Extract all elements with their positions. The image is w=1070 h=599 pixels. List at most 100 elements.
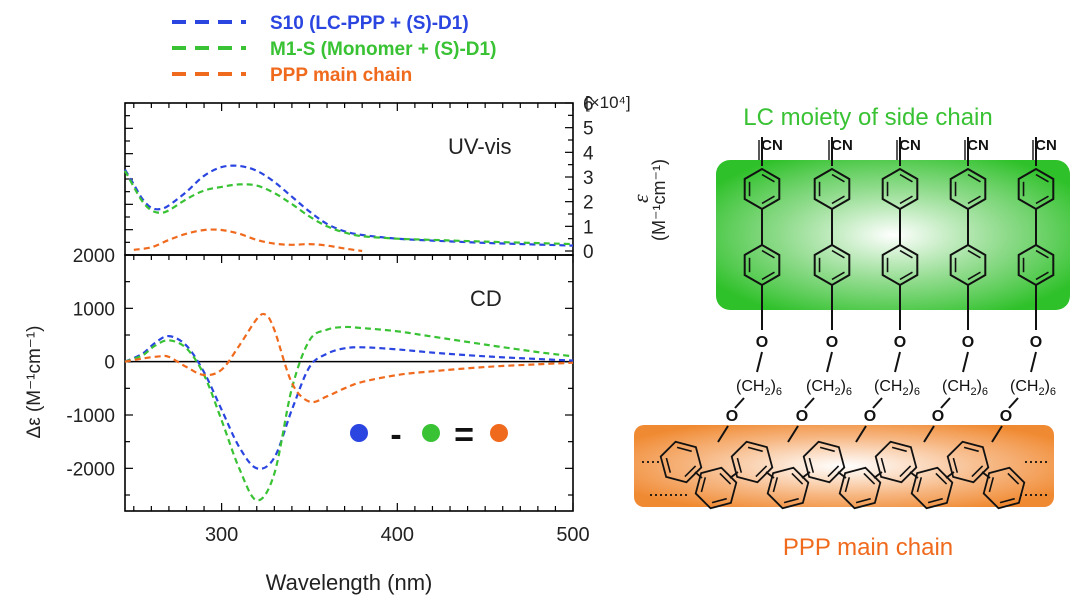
uvvis-panel-label: UV-vis: [448, 134, 512, 159]
ether-bond: [962, 351, 969, 373]
oxygen-label: O: [756, 334, 768, 351]
uvvis-ylabel-symbol: ε: [628, 194, 653, 203]
ring-double-bond: [1035, 249, 1049, 259]
ring-double-bond: [899, 249, 913, 259]
phenylene-ring: [946, 440, 990, 484]
cd-y-tick-label: 0: [104, 353, 115, 374]
cn-label: CN: [899, 137, 921, 154]
cd-x-tick-label: 400: [381, 524, 414, 546]
ring-double-bond: [967, 195, 981, 205]
cd-y-tick-label: -1000: [66, 406, 115, 427]
cd-y-tick-labels: 2000 1000 0 -1000 -2000: [66, 246, 115, 480]
uvvis-series-1: [124, 170, 574, 246]
backbone-link: [923, 425, 935, 443]
ring-double-bond: [899, 173, 913, 183]
ring-double-bond: [935, 472, 948, 485]
uvvis-right-tick-label: 3: [583, 168, 594, 189]
cn-label: CN: [1035, 137, 1057, 154]
ring-double-bond: [676, 446, 692, 453]
cd-series-0: [124, 334, 574, 470]
uvvis-series-2: [133, 228, 363, 253]
cd-frame: [124, 254, 574, 512]
ring-double-bond: [899, 271, 913, 281]
spacer-bond: [804, 397, 815, 409]
ring-double-bond: [967, 271, 981, 281]
spacer-label: (CH2)6: [1010, 378, 1056, 398]
spacer-bond: [1008, 397, 1019, 409]
legend-label-0: S10 (LC-PPP + (S)-D1): [270, 13, 469, 34]
uvvis-right-tick-label: 0: [583, 242, 594, 263]
backbone-ring: [982, 466, 1026, 510]
ring-double-bond: [1007, 472, 1020, 485]
ring-double-bond: [952, 457, 959, 473]
ether-bond: [894, 351, 901, 373]
ring-double-bond: [831, 173, 845, 183]
cn-label: CN: [967, 137, 989, 154]
backbone-ring: [838, 466, 882, 510]
ring-double-bond: [967, 249, 981, 259]
cd-series-2: [124, 312, 574, 404]
cd-curves: [124, 312, 574, 502]
ring-double-bond: [891, 446, 907, 453]
ring-double-bond: [700, 477, 707, 493]
ring-double-bond: [899, 195, 913, 205]
backbone-ring: [910, 466, 954, 510]
ring-double-bond: [927, 497, 943, 504]
uvvis-series-0: [124, 164, 574, 247]
backbone-ring: [802, 440, 846, 484]
phenylene-ring: [838, 466, 882, 510]
cd-x-tick-label: 300: [205, 524, 238, 546]
backbone-link: [717, 425, 729, 443]
backbone-ring: [946, 440, 990, 484]
legend: S10 (LC-PPP + (S)-D1) M1-S (Monomer + (S)…: [172, 13, 496, 86]
backbone-ring: [874, 440, 918, 484]
ring-double-bond: [827, 465, 840, 478]
backbone-ring: [694, 466, 738, 510]
equation-blue-dot: [350, 424, 368, 442]
ring-double-bond: [684, 465, 697, 478]
backbone-link: [855, 425, 867, 443]
oxygen-label: O: [932, 408, 944, 425]
ring-double-bond: [772, 477, 779, 493]
equation: - =: [350, 416, 508, 454]
ring-double-bond: [719, 472, 732, 485]
ring-double-bond: [1035, 173, 1049, 183]
backbone-ring: [730, 440, 774, 484]
ring-double-bond: [831, 271, 845, 281]
uvvis-right-tick-labels: 0 1 2 3 4 5 6: [583, 94, 594, 263]
cn-label: CN: [761, 137, 783, 154]
uvvis-ylabel-unit: (M⁻¹cm⁻¹): [649, 159, 669, 241]
cd-y-tick-label: 2000: [73, 246, 115, 267]
phenylene-ring: [766, 466, 810, 510]
backbone-ring: [659, 440, 703, 484]
cd-y-tick-label: 1000: [73, 299, 115, 320]
side-chain-0: CN O (CH2)6 O: [717, 137, 783, 443]
cd-panel: CD 2000 1000 0 -1000 -2000 300 400 500 Δε (M⁻¹…: [24, 246, 590, 595]
cd-ticks: [125, 254, 574, 511]
spacer-bond: [872, 397, 883, 409]
backbone-link: [991, 425, 1003, 443]
ring-double-bond: [808, 457, 815, 473]
phenylene-ring: [982, 466, 1026, 510]
uvvis-multiplier: [×10⁴]: [585, 93, 631, 112]
uvvis-panel: UV-vis 0 1 2 3 4 5 6 [×10⁴] ε (M⁻¹cm⁻¹): [124, 93, 669, 263]
ring-double-bond: [761, 271, 775, 281]
uvvis-right-tick-label: 2: [583, 193, 594, 214]
spacer-label: (CH2)6: [942, 378, 988, 398]
phenylene-ring: [694, 466, 738, 510]
oxygen-label: O: [1030, 334, 1042, 351]
ring-double-bond: [831, 195, 845, 205]
cd-y-tick-label: -2000: [66, 459, 115, 480]
ring-double-bond: [899, 465, 912, 478]
x-axis-label: Wavelength (nm): [266, 570, 433, 595]
ring-double-bond: [736, 457, 743, 473]
uvvis-curves: [124, 164, 574, 253]
side-chain-4: CN O (CH2)6 O: [991, 137, 1057, 443]
uvvis-right-tick-label: 4: [583, 143, 594, 164]
oxygen-label: O: [1000, 408, 1012, 425]
phenylene-ring: [874, 440, 918, 484]
ring-double-bond: [963, 446, 979, 453]
side-chain-1: CN O (CH2)6 O: [787, 137, 853, 443]
side-chain-molecules: CN O (CH2)6 O CN O (CH2)6 O CN O (CH2)6 O CN O (CH2)6 O…: [717, 137, 1057, 443]
